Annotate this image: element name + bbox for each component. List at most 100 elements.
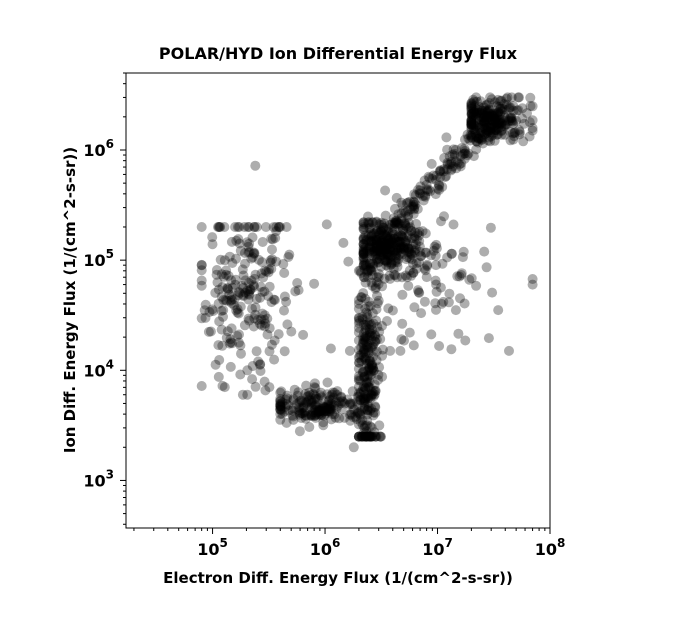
data-point [275, 387, 286, 398]
data-point [323, 396, 334, 407]
data-point [375, 225, 386, 236]
data-point [213, 340, 224, 351]
data-point [313, 405, 323, 416]
data-point [262, 329, 273, 340]
data-point [292, 278, 303, 288]
data-point [371, 304, 382, 315]
data-point [352, 396, 363, 407]
data-point [321, 406, 332, 417]
data-point [235, 288, 245, 298]
data-point [387, 237, 398, 248]
data-point [360, 332, 371, 343]
data-point [455, 151, 466, 162]
data-point [504, 103, 514, 114]
data-point [353, 431, 364, 442]
data-point [309, 390, 320, 401]
data-point [466, 114, 477, 125]
data-point [358, 239, 369, 250]
data-point [356, 292, 367, 303]
data-point [366, 229, 377, 240]
data-point [413, 257, 424, 268]
data-point [496, 121, 507, 132]
data-point [453, 328, 464, 339]
data-point [482, 110, 492, 121]
data-point [431, 170, 442, 181]
data-point [371, 315, 382, 326]
data-point [300, 410, 311, 421]
data-point [363, 211, 373, 222]
data-point [501, 119, 512, 130]
data-point [471, 108, 482, 119]
data-point [498, 120, 509, 131]
data-point [364, 248, 375, 259]
data-point [315, 406, 326, 416]
data-point [332, 400, 343, 411]
data-point [358, 427, 369, 438]
data-point [279, 291, 290, 302]
data-point [389, 218, 400, 228]
data-point [380, 210, 391, 221]
data-point [366, 328, 376, 339]
data-point [376, 219, 387, 230]
data-point [492, 110, 503, 121]
data-point [371, 245, 382, 255]
data-point [527, 125, 538, 136]
data-point [371, 242, 382, 253]
data-point [466, 103, 477, 114]
data-point [213, 284, 224, 295]
data-point [363, 347, 374, 358]
data-point [360, 431, 370, 442]
data-point [204, 307, 215, 317]
data-point [327, 387, 338, 398]
data-point [244, 238, 255, 249]
data-point [448, 219, 459, 230]
data-point [508, 134, 519, 145]
data-point [358, 247, 369, 258]
data-point [508, 119, 519, 129]
data-point [296, 413, 307, 423]
data-point [230, 279, 241, 290]
data-point [497, 103, 508, 114]
data-point [365, 241, 376, 251]
data-point [486, 108, 497, 119]
data-point [360, 277, 371, 288]
data-point [468, 120, 479, 131]
data-point [386, 237, 397, 248]
data-point [243, 222, 253, 232]
data-point [394, 218, 405, 229]
data-point [385, 245, 396, 256]
data-point [249, 222, 260, 232]
data-point [491, 113, 502, 124]
data-point [410, 199, 421, 210]
data-point [363, 431, 374, 442]
data-point [460, 146, 470, 156]
data-point [362, 333, 373, 343]
data-point [364, 264, 375, 275]
data-point [383, 223, 394, 234]
data-point [237, 264, 248, 275]
data-point [392, 261, 403, 272]
data-point [480, 129, 491, 140]
data-point [375, 241, 386, 252]
data-point [306, 410, 317, 421]
data-point [446, 164, 457, 174]
data-point [387, 305, 398, 316]
data-point [495, 108, 505, 119]
data-point [367, 360, 378, 371]
data-point [483, 111, 494, 122]
data-point [518, 136, 529, 147]
data-point [313, 406, 324, 417]
data-point [385, 245, 396, 256]
data-point [378, 222, 389, 233]
data-point [222, 326, 233, 337]
data-point [491, 119, 502, 130]
data-point [393, 254, 404, 265]
data-point [378, 237, 389, 248]
data-point [396, 334, 407, 345]
data-point [331, 403, 342, 414]
y-tick-label: 103 [83, 467, 114, 490]
data-point [368, 362, 378, 373]
data-point [363, 393, 374, 404]
data-point [248, 248, 259, 259]
data-point [454, 271, 465, 282]
